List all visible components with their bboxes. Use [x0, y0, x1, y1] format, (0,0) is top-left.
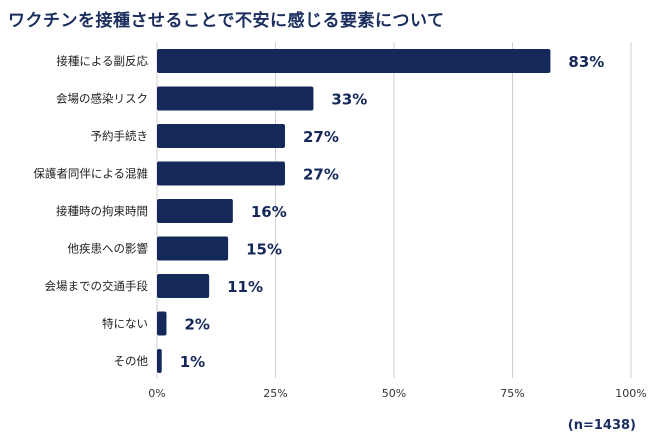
value-labels: 83% 33% 27% 27% 16% 15% 11% 2% 1%	[180, 53, 605, 371]
value-label: 16%	[251, 203, 287, 221]
category-label: 特にない	[102, 317, 148, 331]
category-label: 保護者同伴による混雑	[33, 167, 148, 181]
bar	[157, 49, 551, 73]
category-labels: 接種による副反応会場の感染リスク予約手続き保護者同伴による混雑接種時の拘束時間他…	[33, 54, 148, 368]
sample-size-note: (n=1438)	[567, 418, 636, 433]
category-label: 会場までの交通手段	[45, 279, 149, 293]
value-label: 27%	[303, 166, 339, 184]
category-label: 予約手続き	[91, 129, 149, 143]
chart-title: ワクチンを接種させることで不安に感じる要素について	[8, 11, 445, 31]
value-label: 11%	[227, 278, 263, 296]
bar	[157, 161, 285, 186]
bar	[157, 349, 162, 373]
category-label: 接種による副反応	[56, 54, 148, 68]
value-label: 83%	[568, 53, 604, 71]
value-label: 2%	[184, 316, 209, 334]
category-label: 会場の感染リスク	[56, 92, 148, 106]
value-label: 15%	[246, 241, 282, 259]
x-tick-label: 0%	[148, 387, 165, 400]
bars	[157, 49, 551, 373]
bar	[157, 274, 210, 298]
x-tick-label: 50%	[382, 387, 406, 400]
x-axis-tick-labels: 0% 25% 50% 75% 100%	[148, 387, 646, 400]
bar	[157, 236, 229, 261]
bar	[157, 311, 167, 336]
x-tick-label: 100%	[615, 387, 646, 400]
bar	[157, 86, 314, 111]
x-tick-label: 25%	[263, 387, 287, 400]
bar	[157, 124, 285, 148]
x-tick-label: 75%	[500, 387, 524, 400]
category-label: 他疾患への影響	[68, 242, 149, 256]
value-label: 1%	[180, 353, 205, 371]
category-label: 接種時の拘束時間	[56, 204, 148, 218]
value-label: 33%	[331, 91, 367, 109]
category-label: その他	[114, 354, 149, 368]
value-label: 27%	[303, 128, 339, 146]
bar	[157, 199, 233, 223]
